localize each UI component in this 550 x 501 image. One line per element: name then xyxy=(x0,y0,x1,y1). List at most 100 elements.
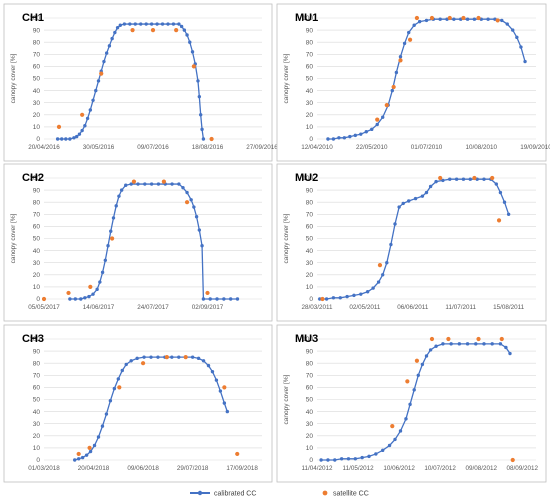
data-point xyxy=(177,355,181,359)
data-point xyxy=(375,122,379,127)
y-tick-label: 20 xyxy=(33,433,41,440)
data-point xyxy=(136,182,140,186)
data-point xyxy=(102,59,106,64)
data-point xyxy=(523,59,527,64)
y-tick-label: 0 xyxy=(309,296,313,303)
x-tick-label: 11/05/2012 xyxy=(343,465,375,472)
data-point xyxy=(197,94,202,99)
y-tick-label: 100 xyxy=(29,175,40,182)
y-tick-label: 90 xyxy=(33,27,41,34)
data-point xyxy=(75,134,79,139)
satellite-point xyxy=(407,37,413,42)
data-point xyxy=(326,137,330,141)
data-point xyxy=(331,296,336,300)
data-point xyxy=(96,79,101,83)
data-point xyxy=(192,205,196,209)
data-point xyxy=(498,190,503,195)
data-point xyxy=(319,458,323,462)
data-point xyxy=(417,19,422,24)
x-tick-label: 01/07/2010 xyxy=(411,144,443,151)
satellite-point xyxy=(476,336,481,342)
data-point xyxy=(397,205,401,209)
x-tick-label: 20/04/2016 xyxy=(28,144,60,151)
data-point xyxy=(215,297,219,301)
data-point xyxy=(73,297,78,301)
x-tick-label: 11/07/2011 xyxy=(445,304,476,311)
data-point xyxy=(76,457,81,461)
data-point xyxy=(79,297,83,301)
y-tick-label: 60 xyxy=(33,224,41,231)
data-point xyxy=(80,455,85,460)
y-tick-label: 100 xyxy=(302,15,313,22)
chart-mu1: 0 10 20 30 40 50 60 70 80 90 100 12/04/2010 22/05/20… xyxy=(276,3,550,162)
data-point xyxy=(118,23,123,27)
data-point xyxy=(333,458,337,462)
data-point xyxy=(68,297,72,301)
data-point xyxy=(72,136,76,140)
x-tick-label: 06/06/2011 xyxy=(397,304,429,311)
y-tick-label: 10 xyxy=(306,284,314,291)
y-tick-label: 10 xyxy=(33,124,41,131)
data-point xyxy=(198,113,203,117)
data-point xyxy=(434,344,438,348)
data-point xyxy=(143,182,147,186)
satellite-point xyxy=(209,136,214,142)
y-tick-label: 50 xyxy=(306,397,314,404)
data-point xyxy=(498,342,503,346)
y-tick-label: 20 xyxy=(33,272,41,279)
satellite-point xyxy=(191,64,196,69)
satellite-point xyxy=(56,124,62,129)
satellite-point xyxy=(140,361,146,366)
data-point xyxy=(448,177,452,181)
data-point xyxy=(348,134,352,139)
series-satellite xyxy=(76,355,240,457)
y-axis-label: canopy cover [%] xyxy=(283,53,290,103)
data-point xyxy=(420,194,425,198)
x-tick-label: 18/08/2016 xyxy=(192,144,224,151)
data-point xyxy=(88,108,93,112)
x-tick-label: 30/05/2016 xyxy=(83,144,115,151)
satellite-point xyxy=(461,15,466,21)
data-point xyxy=(449,342,453,346)
satellite-point xyxy=(390,424,395,429)
data-point xyxy=(339,457,344,461)
y-tick-label: 20 xyxy=(33,112,41,119)
data-point xyxy=(338,296,342,300)
data-point xyxy=(428,348,433,352)
data-point xyxy=(196,356,201,361)
data-point xyxy=(55,137,60,141)
data-point xyxy=(122,22,127,26)
data-point xyxy=(91,292,95,296)
data-point xyxy=(100,270,105,275)
data-point xyxy=(504,345,508,350)
satellite-point xyxy=(375,117,380,122)
satellite-point xyxy=(131,179,137,184)
data-point xyxy=(210,369,215,374)
data-point xyxy=(381,448,385,453)
y-tick-label: 20 xyxy=(306,112,314,119)
x-tick-label: 09/06/2018 xyxy=(127,465,159,472)
x-tick-label: 29/07/2018 xyxy=(177,465,209,472)
chart-frame xyxy=(3,3,273,162)
data-point xyxy=(324,297,329,301)
data-point xyxy=(474,342,478,346)
data-point xyxy=(506,212,511,216)
data-point xyxy=(511,28,515,32)
satellite-point xyxy=(66,290,71,296)
data-point xyxy=(206,363,211,368)
y-tick-label: 80 xyxy=(306,199,314,206)
data-point xyxy=(370,127,374,132)
data-point xyxy=(393,222,397,226)
data-point xyxy=(83,296,87,300)
data-point xyxy=(424,18,429,23)
data-point xyxy=(124,362,128,367)
data-point xyxy=(194,215,199,219)
data-point xyxy=(108,399,113,403)
data-point xyxy=(441,178,445,183)
data-point xyxy=(385,261,389,265)
data-point xyxy=(331,137,336,141)
data-point xyxy=(353,133,358,138)
legend: calibrated CC satellite CC xyxy=(190,491,369,498)
y-tick-label: 0 xyxy=(36,457,40,464)
data-point xyxy=(416,373,420,377)
